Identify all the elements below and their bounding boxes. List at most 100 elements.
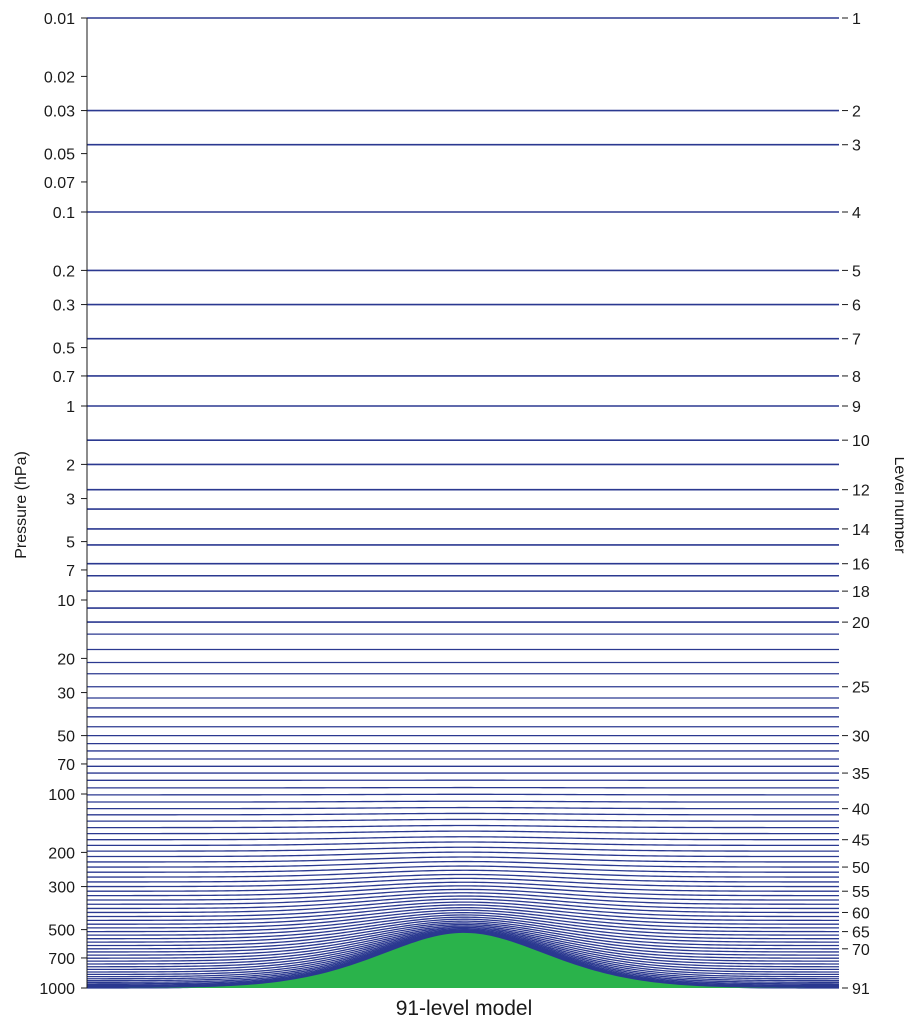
level-line-50 [87, 860, 839, 868]
right-tick-label: 7 [852, 332, 861, 349]
left-tick-label: 2 [66, 457, 75, 474]
right-tick-label: 25 [852, 680, 870, 697]
right-tick-label: 4 [852, 205, 861, 222]
level-line-57 [86, 888, 840, 901]
left-tick-label: 300 [48, 880, 75, 897]
level-line-41 [87, 812, 839, 816]
level-line-76 [87, 929, 839, 968]
level-line-71 [86, 923, 839, 953]
left-tick-label: 700 [48, 951, 75, 968]
left-tick-label: 200 [48, 845, 75, 862]
model-level-lines [86, 17, 840, 989]
left-tick-label: 0.05 [44, 147, 75, 164]
left-tick-label: 0.03 [44, 104, 75, 121]
level-line-44 [87, 830, 839, 835]
right-tick-label: 35 [852, 766, 870, 783]
right-tick-label: 55 [852, 884, 870, 901]
level-line-42 [87, 818, 839, 822]
right-tick-label: 18 [852, 584, 870, 601]
level-line-72 [87, 925, 839, 956]
left-tick-label: 5 [66, 535, 75, 552]
level-line-49 [87, 856, 839, 863]
left-tick-label: 50 [57, 729, 75, 746]
level-line-58 [87, 892, 839, 905]
left-pressure-ticks: 0.01 0.02 0.03 0.05 0.07 0.1 0.2 0.3 0.5 0.7 1 2 3 5 7… [39, 11, 87, 998]
right-tick-label: 30 [852, 729, 870, 746]
right-tick-label: 65 [852, 925, 870, 942]
right-tick-label: 16 [852, 557, 870, 574]
level-line-39 [87, 800, 839, 803]
level-line-43 [87, 824, 839, 829]
level-line-54 [87, 877, 839, 888]
right-tick-label: 2 [852, 104, 861, 121]
level-line-65 [87, 912, 839, 933]
left-tick-label: 0.2 [53, 263, 75, 280]
level-line-48 [87, 851, 839, 858]
left-tick-label: 3 [66, 492, 75, 509]
right-level-ticks: 1234567891012141618202530354045505560657… [842, 11, 870, 998]
level-line-70 [86, 922, 839, 950]
level-line-40 [87, 806, 839, 810]
level-line-63 [87, 907, 839, 925]
level-line-55 [87, 881, 839, 892]
right-tick-label: 3 [852, 138, 861, 155]
level-line-66 [86, 914, 840, 936]
level-line-62 [87, 904, 839, 921]
level-line-64 [87, 909, 839, 929]
right-tick-label: 10 [852, 433, 870, 450]
left-tick-label: 100 [48, 787, 75, 804]
right-tick-label: 5 [852, 263, 861, 280]
y-axis-label-level: Level number [891, 457, 904, 555]
level-line-61 [86, 901, 839, 918]
left-tick-label: 1000 [39, 981, 75, 998]
right-tick-label: 20 [852, 615, 870, 632]
level-line-60 [87, 898, 839, 914]
right-tick-label: 60 [852, 905, 870, 922]
left-tick-label: 20 [57, 651, 75, 668]
level-line-77 [87, 930, 840, 971]
right-tick-label: 50 [852, 860, 870, 877]
left-tick-label: 7 [66, 563, 75, 580]
level-line-68 [87, 918, 839, 943]
left-tick-label: 0.7 [53, 369, 75, 386]
left-tick-label: 0.1 [53, 205, 75, 222]
level-line-51 [87, 865, 839, 873]
left-tick-label: 0.5 [53, 341, 75, 358]
right-tick-label: 91 [852, 981, 870, 998]
right-tick-label: 70 [852, 942, 870, 959]
left-tick-label: 10 [57, 593, 75, 610]
left-tick-label: 0.01 [44, 11, 75, 28]
left-tick-label: 500 [48, 923, 75, 940]
left-tick-label: 30 [57, 686, 75, 703]
level-line-59 [87, 895, 840, 910]
right-tick-label: 14 [852, 522, 870, 539]
chart-title: 91-level model [396, 997, 533, 1020]
right-tick-label: 40 [852, 802, 870, 819]
level-line-73 [87, 926, 839, 959]
level-line-67 [87, 916, 839, 940]
level-line-74 [87, 927, 840, 962]
right-tick-label: 45 [852, 833, 870, 850]
right-tick-label: 6 [852, 298, 861, 315]
y-axis-label-pressure: Pressure (hPa) [13, 451, 30, 559]
left-tick-label: 0.07 [44, 175, 75, 192]
level-line-53 [87, 873, 839, 883]
right-tick-label: 9 [852, 399, 861, 416]
left-tick-label: 1 [66, 399, 75, 416]
right-tick-label: 8 [852, 369, 861, 386]
axes [86, 18, 88, 988]
level-line-75 [86, 929, 839, 965]
level-line-45 [87, 836, 839, 841]
level-line-69 [87, 920, 839, 947]
level-line-56 [87, 885, 839, 897]
level-line-52 [87, 869, 840, 878]
left-tick-label: 70 [57, 757, 75, 774]
right-tick-label: 1 [852, 11, 861, 28]
right-tick-label: 12 [852, 483, 870, 500]
level-line-38 [87, 793, 839, 796]
left-tick-label: 0.3 [53, 298, 75, 315]
level-line-46 [87, 841, 839, 847]
mountain-terrain [87, 932, 842, 988]
level-line-47 [86, 846, 839, 852]
